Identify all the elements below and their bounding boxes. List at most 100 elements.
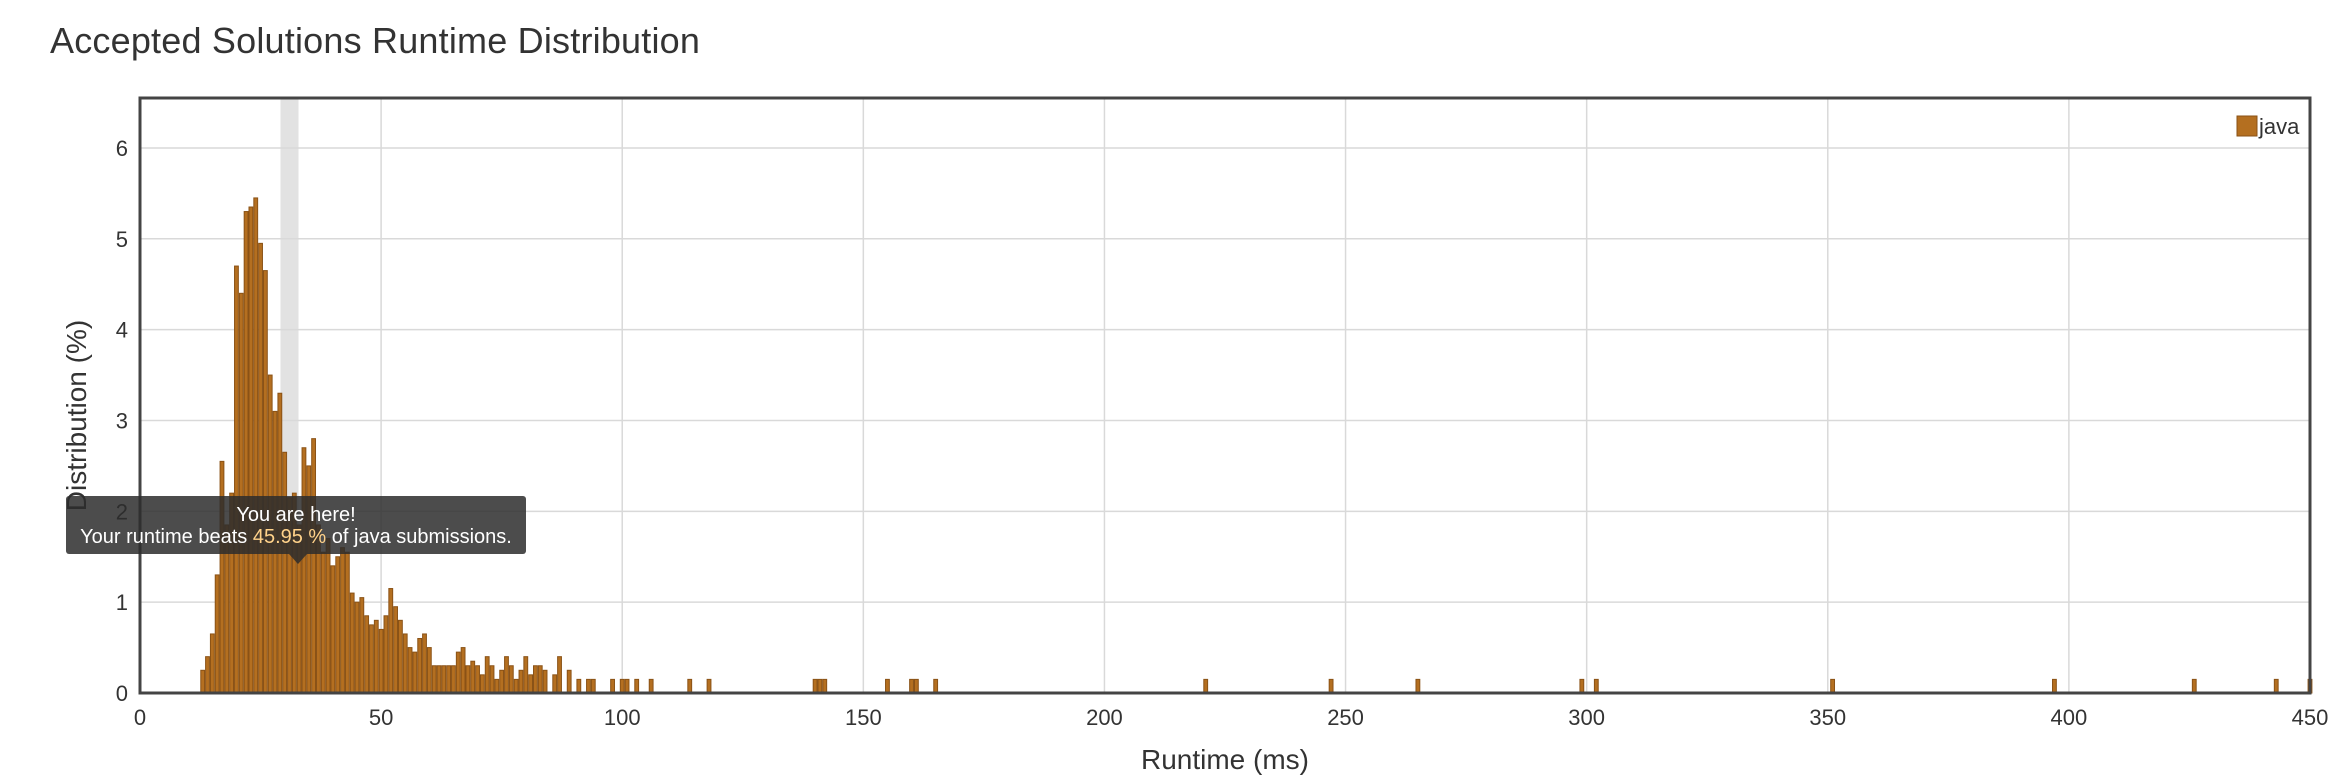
bar <box>234 265 239 694</box>
bar <box>523 656 529 694</box>
page-title: Accepted Solutions Runtime Distribution <box>50 20 701 61</box>
x-tick-label: 300 <box>1568 705 1605 730</box>
bar <box>402 633 408 694</box>
bar <box>373 619 379 694</box>
bar <box>489 665 495 694</box>
bar <box>258 242 263 694</box>
bar <box>465 665 471 694</box>
bar <box>383 615 389 694</box>
bar <box>436 665 442 694</box>
bar <box>417 637 423 694</box>
y-tick-label: 6 <box>116 136 128 161</box>
runtime-tooltip: You are here! Your runtime beats 45.95 %… <box>66 496 526 554</box>
bar <box>475 665 480 694</box>
bar <box>557 656 562 694</box>
tooltip-percentile: 45.95 % <box>252 526 327 548</box>
bar <box>494 678 500 694</box>
bar <box>518 669 524 694</box>
bar <box>426 647 432 694</box>
bar <box>528 674 534 694</box>
bar <box>330 565 336 694</box>
bar <box>533 665 538 694</box>
tooltip-suffix: of java submissions. <box>326 526 512 548</box>
x-tick-label: 250 <box>1327 705 1364 730</box>
bar <box>586 678 591 694</box>
bar <box>2273 678 2279 694</box>
bar <box>566 669 572 694</box>
bar <box>248 206 254 694</box>
legend[interactable]: java <box>2236 114 2300 139</box>
bar <box>817 678 823 694</box>
x-tick-label: 100 <box>604 705 641 730</box>
bar <box>470 660 476 694</box>
tooltip-title: You are here! <box>236 504 356 526</box>
bar <box>325 538 331 694</box>
bar <box>364 615 370 694</box>
bar <box>706 678 712 694</box>
bar <box>624 678 630 694</box>
bar <box>885 678 890 694</box>
bar <box>1415 678 1421 694</box>
bar <box>359 597 365 694</box>
grid <box>139 98 2311 694</box>
bar <box>619 678 625 694</box>
y-axis-ticks: 0123456 <box>116 136 128 706</box>
y-tick-label: 3 <box>116 408 128 433</box>
bar <box>913 678 919 694</box>
x-tick-label: 450 <box>2292 705 2329 730</box>
legend-label-java: java <box>2258 114 2300 139</box>
plot-frame <box>138 96 2312 695</box>
bar <box>812 678 818 694</box>
y-tick-label: 1 <box>116 590 128 615</box>
bar <box>1593 678 1599 694</box>
bar <box>648 678 654 694</box>
bar <box>1203 678 1209 694</box>
bar <box>369 624 374 694</box>
x-tick-label: 50 <box>369 705 393 730</box>
x-tick-label: 0 <box>134 705 146 730</box>
bar <box>388 588 394 694</box>
bar <box>262 270 268 694</box>
bar <box>2052 678 2057 694</box>
x-tick-label: 350 <box>1809 705 1846 730</box>
bar <box>446 665 452 694</box>
bar <box>455 651 461 694</box>
bar <box>552 674 558 694</box>
bar <box>311 438 317 694</box>
y-axis-label: Distribution (%) <box>61 320 92 511</box>
bar <box>344 551 350 694</box>
bar <box>340 547 345 694</box>
bar <box>378 628 384 694</box>
bar <box>576 678 582 694</box>
bar <box>200 669 206 694</box>
y-tick-label: 5 <box>116 227 128 252</box>
bar <box>412 651 418 694</box>
bar <box>687 678 693 694</box>
bar <box>2191 678 2197 694</box>
bar <box>335 556 341 694</box>
tooltip-pointer <box>289 554 307 564</box>
bar <box>822 678 828 694</box>
bar <box>1579 678 1585 694</box>
bar <box>1328 678 1334 694</box>
bar <box>301 447 307 694</box>
bar <box>349 592 355 694</box>
bar <box>610 678 615 694</box>
bar <box>508 665 514 694</box>
bar <box>354 601 360 694</box>
bar <box>214 574 220 694</box>
bar <box>205 656 210 694</box>
bar <box>243 211 249 694</box>
bar <box>1830 678 1836 694</box>
bar <box>537 665 543 694</box>
x-tick-label: 150 <box>845 705 882 730</box>
bar <box>209 633 215 694</box>
bar <box>397 619 403 694</box>
bar <box>909 678 914 694</box>
bar <box>513 678 519 694</box>
bar <box>460 647 466 694</box>
bars <box>200 197 2313 694</box>
x-tick-label: 200 <box>1086 705 1123 730</box>
bar <box>431 665 437 694</box>
